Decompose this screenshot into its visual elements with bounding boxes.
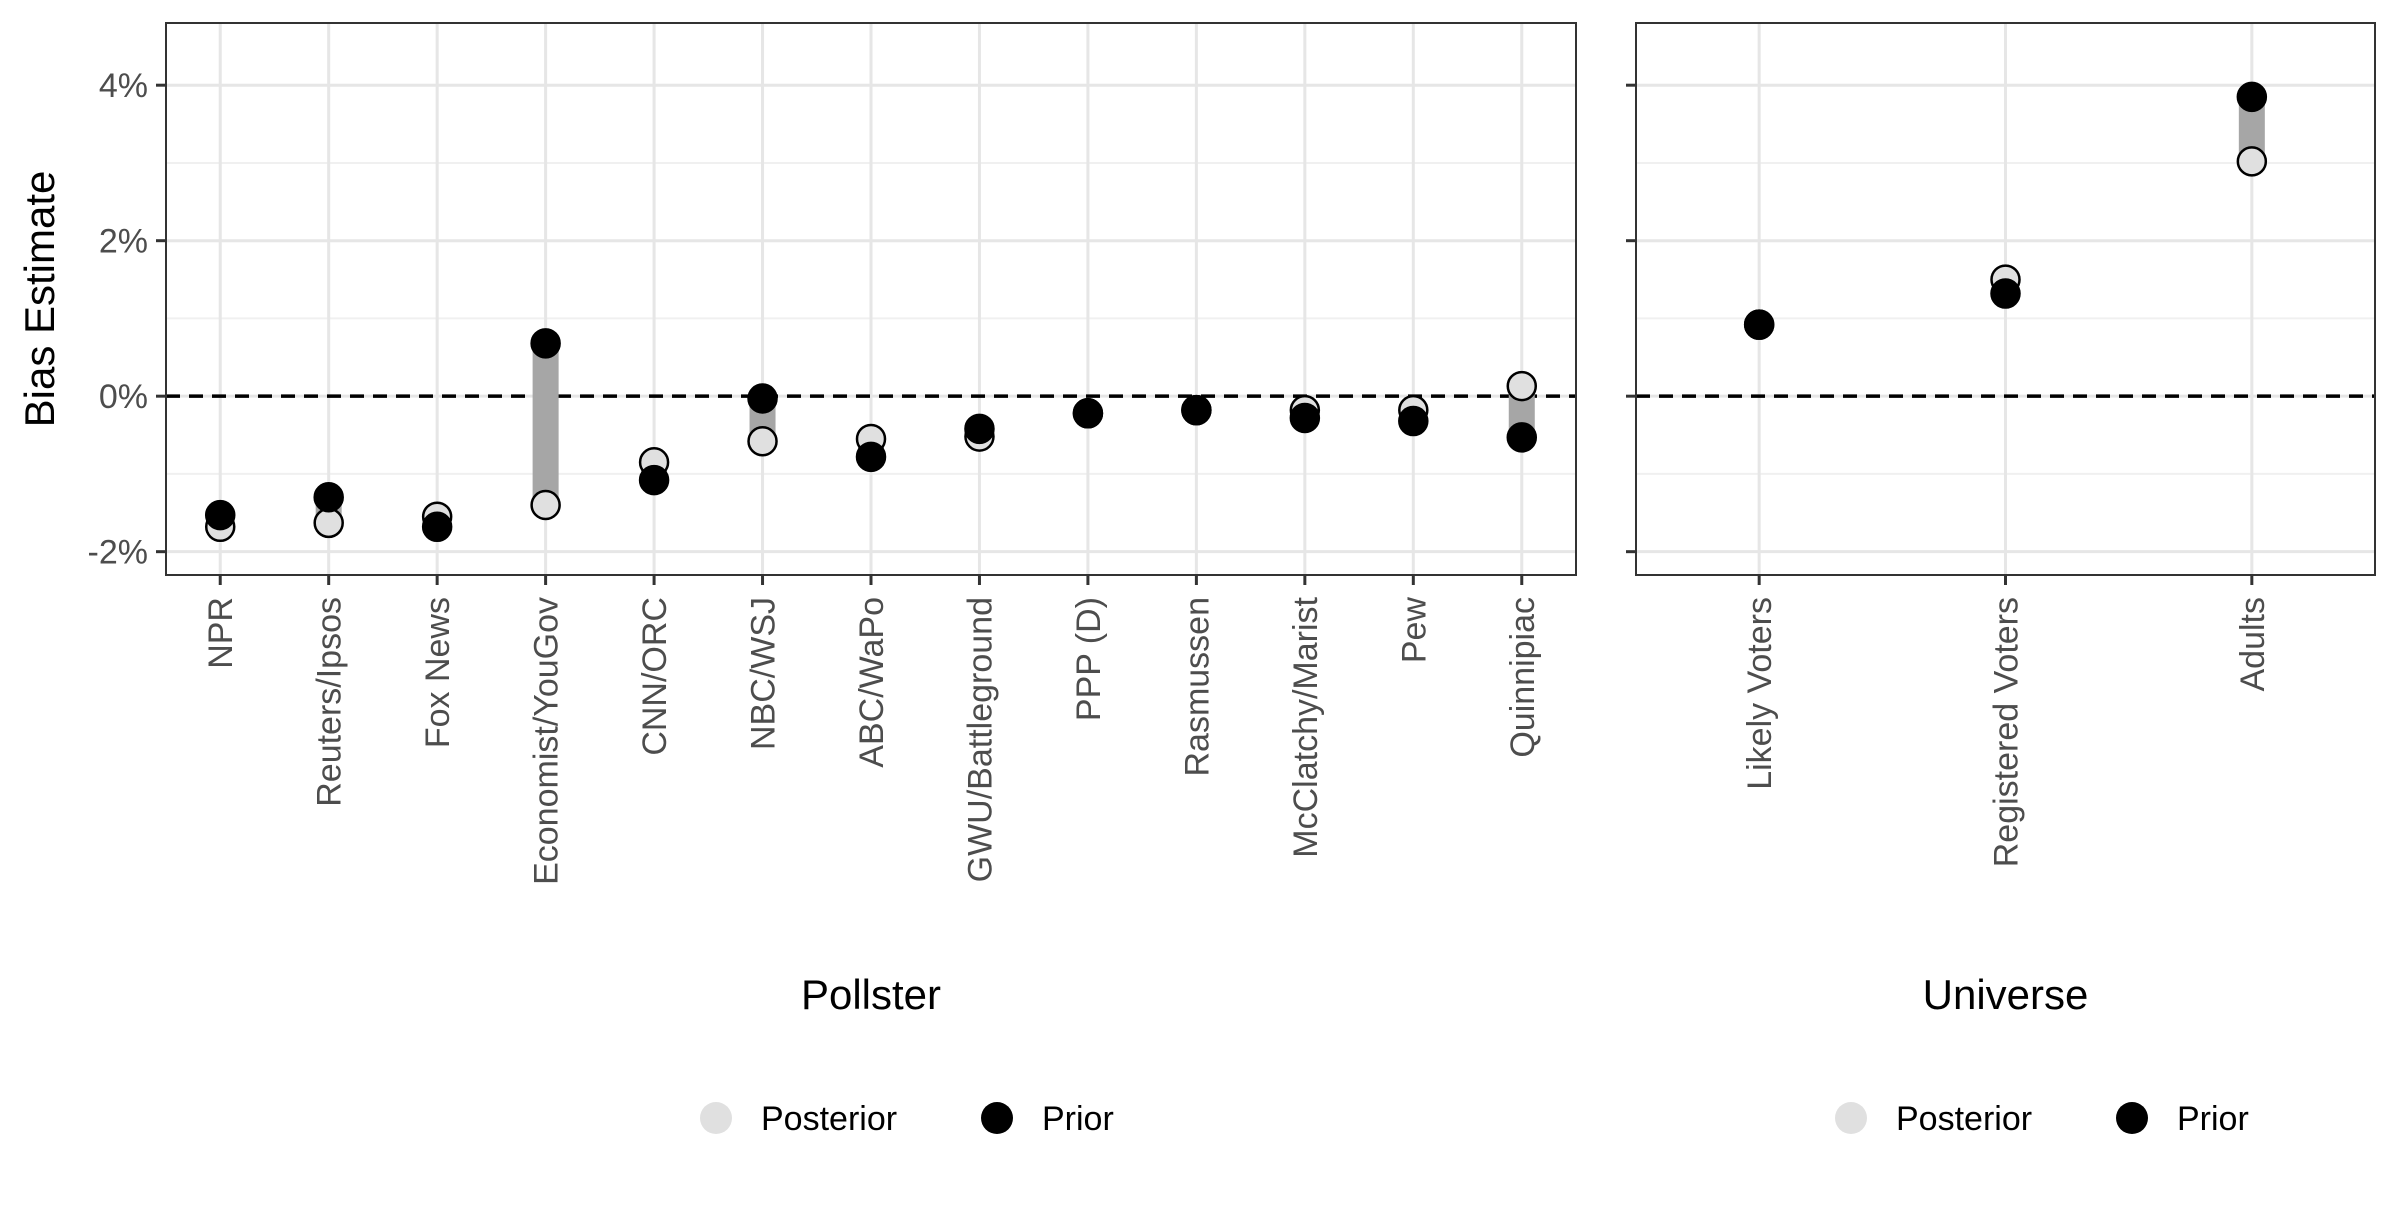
point-posterior: [2236, 146, 2268, 177]
y-axis-title: Bias Estimate: [16, 171, 63, 428]
legend-key-prior: [981, 1102, 1013, 1134]
point-prior: [1743, 309, 1775, 340]
x-tick-label: ABC/WaPo: [853, 597, 891, 768]
point-prior: [747, 383, 778, 414]
y-tick-label: 4%: [99, 67, 148, 105]
point-posterior: [747, 426, 778, 457]
point-posterior: [313, 507, 344, 539]
x-axis-title: Universe: [1923, 971, 2089, 1018]
y-tick-label: -2%: [88, 534, 148, 572]
legend-key-posterior: [700, 1102, 732, 1134]
point-posterior: [530, 489, 561, 521]
legend-key-prior: [2116, 1102, 2148, 1134]
legend-label: Posterior: [761, 1100, 897, 1138]
x-tick-label: Registered Voters: [1988, 597, 2026, 867]
x-tick-label: Likely Voters: [1741, 597, 1779, 790]
x-tick-label: PPP (D): [1070, 597, 1108, 721]
point-prior: [1289, 402, 1321, 434]
x-axis-title: Pollster: [801, 971, 941, 1018]
legend: Posterior Prior: [1835, 1100, 2249, 1138]
x-tick-label: Quinnipiac: [1504, 597, 1542, 758]
point-prior: [855, 441, 887, 473]
x-tick-label: NPR: [202, 597, 240, 669]
panel-pollster: -2% 0% 2% 4% NPR Reuters/Ipsos Fox News Economi…: [16, 22, 1577, 1138]
point-prior: [530, 328, 561, 359]
x-tick-label: Adults: [2234, 597, 2272, 692]
x-tick-label: Reuters/Ipsos: [311, 597, 349, 807]
x-tick-label: Fox News: [419, 597, 457, 748]
panel-universe: Likely Voters Registered Voters Adults Univ…: [1626, 22, 2376, 1138]
x-tick-label: CNN/ORC: [636, 597, 674, 756]
legend-label: Prior: [2177, 1100, 2249, 1138]
x-tick-label: Pew: [1395, 597, 1433, 664]
point-posterior: [1506, 370, 1538, 402]
point-prior: [1506, 422, 1538, 453]
point-prior: [204, 499, 236, 531]
legend-key-posterior: [1835, 1102, 1867, 1134]
point-prior: [421, 511, 453, 543]
x-tick-label: Rasmussen: [1178, 597, 1216, 777]
y-tick-label: 2%: [99, 223, 148, 261]
legend: Posterior Prior: [700, 1100, 1114, 1138]
legend-label: Prior: [1042, 1100, 1114, 1138]
point-prior: [1072, 398, 1104, 429]
point-prior: [1181, 394, 1212, 426]
x-tick-label: McClatchy/Marist: [1287, 596, 1325, 857]
point-prior: [1990, 278, 2021, 309]
y-tick-label: 0%: [99, 378, 148, 416]
point-prior: [964, 413, 995, 445]
x-tick-label: NBC/WSJ: [745, 597, 783, 750]
point-prior: [313, 482, 344, 513]
point-prior: [1398, 405, 1429, 437]
legend-label: Posterior: [1896, 1100, 2032, 1138]
point-prior: [638, 464, 670, 496]
point-prior: [2236, 81, 2268, 113]
x-tick-label: Economist/YouGov: [528, 597, 566, 885]
x-tick-label: GWU/Battleground: [961, 597, 999, 882]
